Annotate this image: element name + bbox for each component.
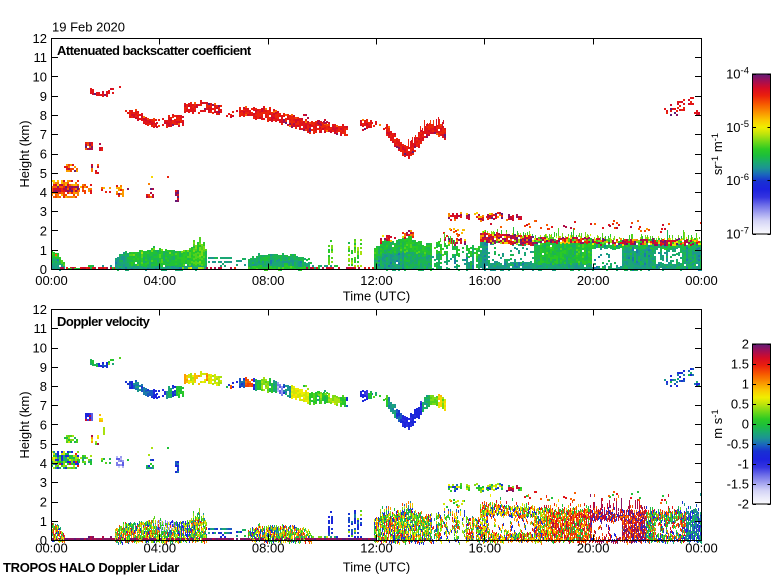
svg-text:1: 1: [742, 377, 749, 392]
svg-text:-2: -2: [737, 497, 749, 512]
svg-text:08:00: 08:00: [252, 273, 285, 288]
svg-text:00:00: 00:00: [35, 273, 68, 288]
svg-text:2: 2: [742, 337, 749, 352]
svg-text:10-5: 10-5: [726, 119, 749, 135]
svg-text:2: 2: [40, 495, 47, 510]
svg-text:-1: -1: [737, 457, 749, 472]
svg-text:00:00: 00:00: [685, 273, 718, 288]
svg-text:4: 4: [40, 456, 47, 471]
svg-text:11: 11: [34, 50, 48, 65]
svg-text:sr-1 m-1: sr-1 m-1: [710, 133, 725, 175]
svg-text:10: 10: [33, 341, 47, 356]
svg-text:10-6: 10-6: [726, 172, 749, 188]
svg-text:04:00: 04:00: [144, 541, 177, 556]
svg-text:10-7: 10-7: [726, 226, 749, 242]
svg-text:1: 1: [40, 243, 47, 258]
svg-text:-1.5: -1.5: [727, 477, 749, 492]
svg-text:8: 8: [40, 108, 47, 123]
svg-text:20:00: 20:00: [577, 541, 610, 556]
svg-text:16:00: 16:00: [469, 273, 502, 288]
svg-text:Time (UTC): Time (UTC): [343, 289, 410, 304]
svg-text:9: 9: [40, 89, 47, 104]
svg-text:1.5: 1.5: [731, 357, 749, 372]
svg-text:08:00: 08:00: [252, 541, 285, 556]
svg-text:0: 0: [742, 417, 749, 432]
svg-text:8: 8: [40, 379, 47, 394]
svg-text:Attenuated backscatter coeffic: Attenuated backscatter coefficient: [57, 43, 252, 58]
svg-text:3: 3: [40, 475, 47, 490]
svg-text:2: 2: [40, 224, 47, 239]
svg-text:19 Feb 2020: 19 Feb 2020: [52, 20, 125, 35]
svg-text:3: 3: [40, 204, 47, 219]
svg-text:11: 11: [34, 321, 48, 336]
svg-text:Height (km): Height (km): [17, 391, 32, 458]
svg-text:9: 9: [40, 360, 47, 375]
svg-text:Doppler velocity: Doppler velocity: [57, 314, 151, 329]
svg-text:12:00: 12:00: [360, 541, 393, 556]
svg-text:7: 7: [40, 127, 47, 142]
svg-text:6: 6: [40, 147, 47, 162]
svg-text:12: 12: [33, 31, 47, 46]
svg-text:0: 0: [40, 262, 47, 277]
svg-text:16:00: 16:00: [469, 541, 502, 556]
svg-text:TROPOS HALO Doppler Lidar: TROPOS HALO Doppler Lidar: [3, 560, 179, 575]
svg-text:0: 0: [40, 533, 47, 548]
svg-text:5: 5: [40, 166, 47, 181]
svg-text:Height (km): Height (km): [17, 120, 32, 187]
svg-text:00:00: 00:00: [35, 541, 68, 556]
svg-text:m s-1: m s-1: [710, 409, 725, 438]
svg-text:10: 10: [33, 70, 47, 85]
svg-text:-0.5: -0.5: [727, 437, 749, 452]
svg-text:04:00: 04:00: [144, 273, 177, 288]
svg-text:12:00: 12:00: [360, 273, 393, 288]
svg-text:00:00: 00:00: [685, 541, 718, 556]
svg-text:10-4: 10-4: [726, 66, 749, 82]
svg-text:4: 4: [40, 185, 47, 200]
svg-text:Time (UTC): Time (UTC): [343, 560, 410, 575]
svg-text:5: 5: [40, 437, 47, 452]
svg-text:12: 12: [33, 302, 47, 317]
svg-text:7: 7: [40, 398, 47, 413]
svg-text:1: 1: [40, 514, 47, 529]
svg-text:6: 6: [40, 418, 47, 433]
svg-text:0.5: 0.5: [731, 397, 749, 412]
svg-text:20:00: 20:00: [577, 273, 610, 288]
